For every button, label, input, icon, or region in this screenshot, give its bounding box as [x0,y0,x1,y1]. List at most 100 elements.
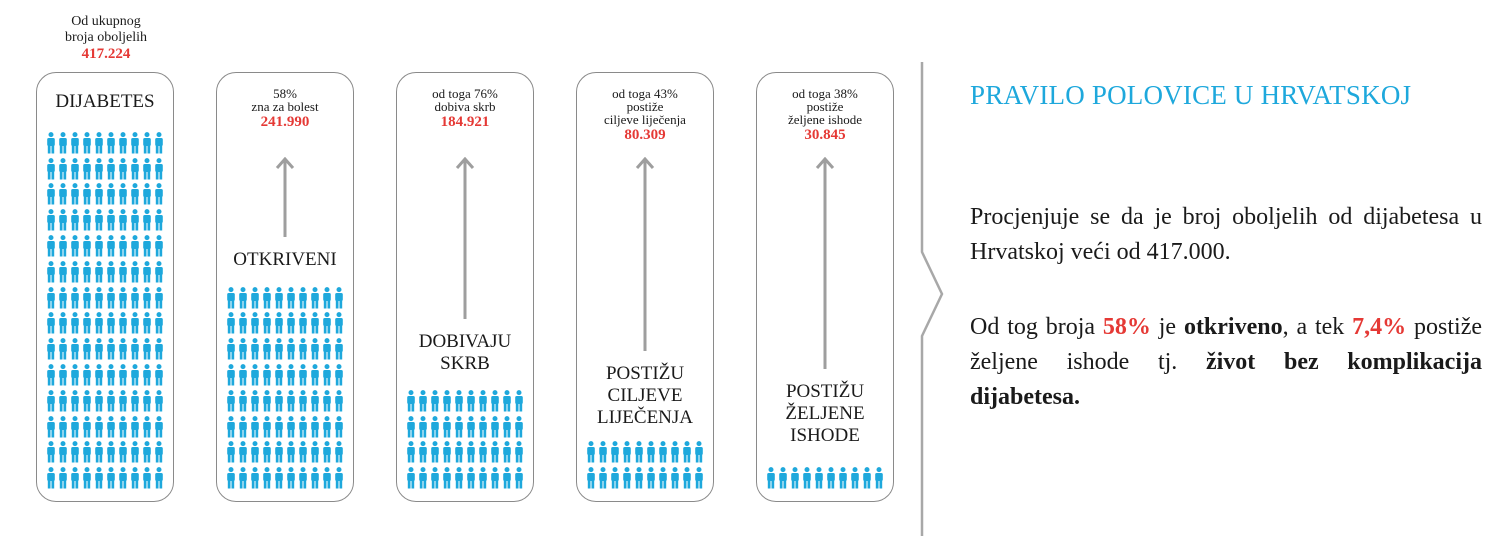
person-icon [502,441,514,467]
person-icon [298,467,310,493]
card-title-line: SKRB [440,353,490,374]
chevron-divider [920,62,944,536]
person-icon [70,312,82,338]
person-icon [766,467,778,493]
person-icon [274,364,286,390]
person-icon [238,389,250,416]
person-icon [154,157,166,184]
total-header: Od ukupnog broja oboljelih 417.224 [36,14,176,62]
card-info-line: ciljeve liječenja [604,112,686,127]
person-icon [862,467,874,493]
person-icon [154,260,166,287]
person-icon [142,364,154,390]
person-icon [802,467,814,493]
person-icon [466,389,478,416]
person-icon [226,441,238,467]
summary-text-3: , a tek [1282,314,1353,340]
person-icon [58,209,70,235]
card-info-line: postiže [806,99,844,114]
person-icon [94,467,106,493]
person-icon [670,441,682,467]
person-icon [238,441,250,467]
card-title: OTKRIVENI [217,249,353,271]
person-icon [118,157,130,184]
person-icon [310,441,322,467]
person-icon [274,286,286,313]
person-icon [250,338,262,364]
person-icon [310,312,322,338]
person-icon [46,157,58,184]
person-icon [82,467,94,493]
person-icon [226,338,238,364]
person-icon [154,209,166,235]
person-icon [154,415,166,442]
person-icon [106,157,118,184]
person-icon [418,415,430,442]
person-icon [658,441,670,467]
person-icon [274,467,286,493]
person-icon [118,286,130,313]
person-icon [322,389,334,416]
summary-detected-word: otkriveno [1183,314,1283,340]
person-icon [46,364,58,390]
person-icon [94,441,106,467]
person-icon [430,467,442,493]
person-icon [82,415,94,442]
person-icon [130,389,142,416]
person-icon [70,286,82,313]
person-icon [274,338,286,364]
card-value: 184.921 [440,114,490,130]
person-icon [826,467,838,493]
person-icon [514,389,526,416]
person-icon [598,467,610,493]
card-info: od toga 38% postiže željene ishode 30.845 [757,87,893,143]
person-icon [130,312,142,338]
card-info: 58% zna za bolest 241.990 [217,87,353,130]
person-icon [82,157,94,184]
person-icon [94,260,106,287]
person-icon-grid [226,286,346,493]
person-icon [430,441,442,467]
person-icon [130,286,142,313]
person-icon [82,260,94,287]
person-icon [298,312,310,338]
up-arrow-icon [635,157,655,351]
person-icon [106,286,118,313]
person-icon [262,389,274,416]
person-icon [490,441,502,467]
person-icon [310,338,322,364]
person-icon [118,260,130,287]
person-icon [142,467,154,493]
person-icon [142,312,154,338]
person-icon [238,364,250,390]
person-icon [334,312,346,338]
person-icon [130,131,142,158]
card-title-line: POSTIŽU [605,363,685,384]
person-icon [226,364,238,390]
person-icon [94,389,106,416]
card-title: DOBIVAJU SKRB [397,331,533,375]
person-icon [130,467,142,493]
person-icon [238,467,250,493]
person-icon [334,389,346,416]
card-value: 30.845 [804,127,846,143]
person-icon [442,441,454,467]
person-icon [82,312,94,338]
person-icon [130,415,142,442]
person-icon [502,389,514,416]
person-icon [70,441,82,467]
person-icon [430,389,442,416]
card-title-line: CILJEVE [607,385,683,406]
person-icon [118,235,130,261]
person-icon [46,312,58,338]
person-icon [142,157,154,184]
person-icon [118,131,130,158]
person-icon [334,364,346,390]
person-icon [478,467,490,493]
person-icon [478,441,490,467]
person-icon [154,338,166,364]
person-icon [622,441,634,467]
person-icon [406,467,418,493]
person-icon [418,441,430,467]
person-icon [262,441,274,467]
